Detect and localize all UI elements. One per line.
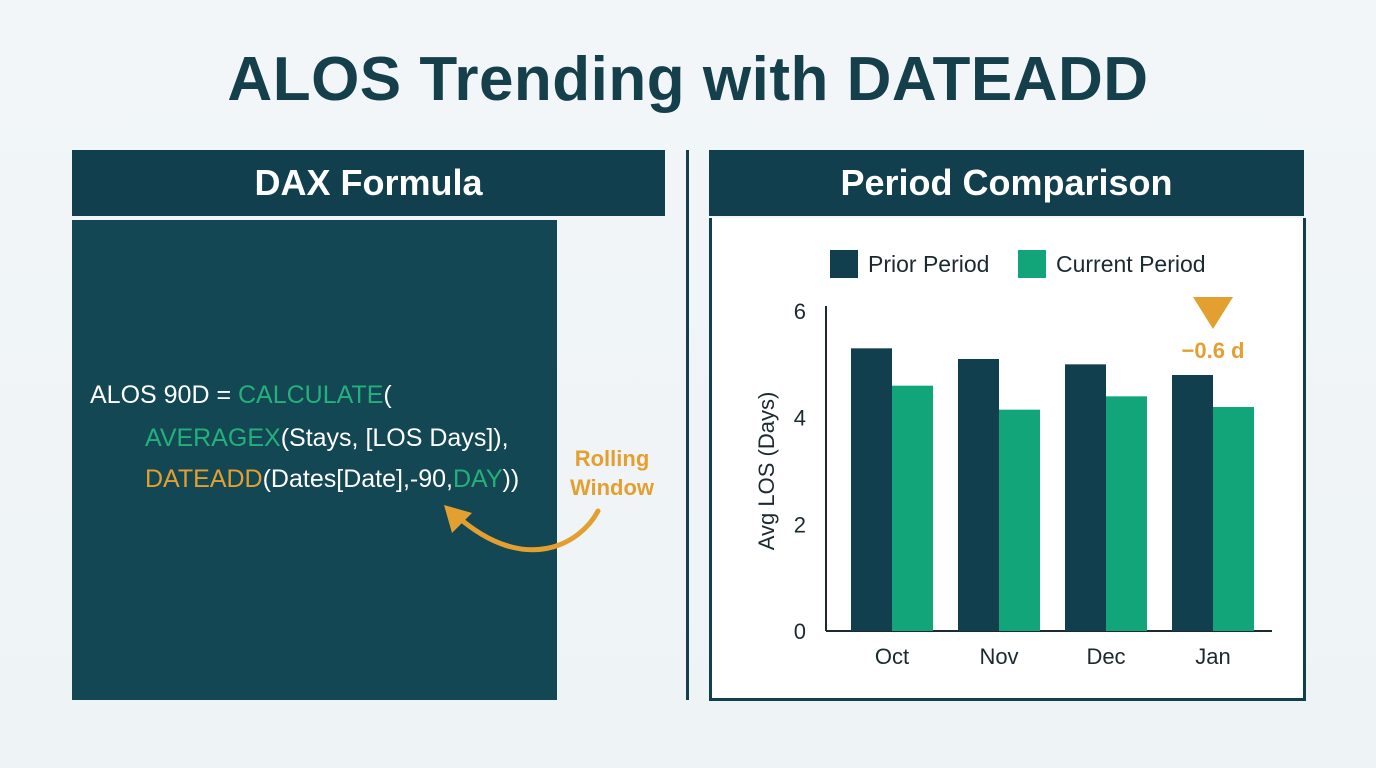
rolling-window-annotation: Rolling Window [560,444,664,502]
bar-chart: 0 2 4 6 Avg LOS (Days) Oct Nov Dec Jan [754,297,1272,669]
bar-prior-jan [1172,375,1213,631]
dax-formula-header: DAX Formula [72,150,665,216]
bar-prior-nov [958,359,999,631]
legend-swatch [1018,250,1046,278]
code-text: (Stays, [LOS Days]), [280,424,509,452]
y-tick-label: 2 [794,512,806,537]
code-line-2: AVERAGEX(Stays, [LOS Days]), [145,424,509,453]
y-tick-label: 0 [794,619,806,644]
code-line-3: DATEADD(Dates[Date],-90,DAY)) [145,465,519,494]
down-triangle-icon [1193,297,1233,329]
code-panel [72,220,557,700]
delta-annotation: −0.6 d [1181,338,1245,363]
bar-prior-dec [1065,364,1106,631]
code-text: )) [502,465,520,493]
panel-divider [686,150,689,700]
legend-current-period: Current Period [1018,250,1206,278]
dateadd-keyword: DATEADD [145,465,263,493]
code-text: ALOS 90D = [90,381,238,409]
y-tick-label: 4 [794,406,806,431]
code-text: ( [383,381,392,409]
legend-label: Current Period [1056,250,1206,277]
day-keyword: DAY [452,465,503,493]
code-line-1: ALOS 90D = CALCULATE( [90,381,392,410]
calculate-keyword: CALCULATE [238,381,384,409]
bar-prior-oct [851,348,892,631]
bar-current-nov [999,409,1040,631]
x-tick-label: Oct [875,644,909,669]
bar-current-oct [892,385,933,631]
x-tick-label: Dec [1086,644,1125,669]
x-tick-label: Jan [1195,644,1230,669]
annotation-line: Rolling [574,446,650,471]
period-comparison-header: Period Comparison [709,150,1304,216]
averagex-keyword: AVERAGEX [145,424,281,452]
page-title: ALOS Trending with DATEADD [227,45,1149,114]
legend-prior-period: Prior Period [830,250,989,278]
y-axis-label: Avg LOS (Days) [754,392,779,551]
curved-arrow-icon [444,505,601,553]
legend-swatch [830,250,858,278]
bar-current-jan [1213,407,1254,631]
legend-label: Prior Period [868,250,990,277]
y-tick-label: 6 [794,299,806,324]
annotation-line: Window [569,475,655,500]
bar-current-dec [1106,396,1147,631]
code-text: (Dates[Date],-90, [262,465,453,493]
x-tick-label: Nov [979,644,1018,669]
